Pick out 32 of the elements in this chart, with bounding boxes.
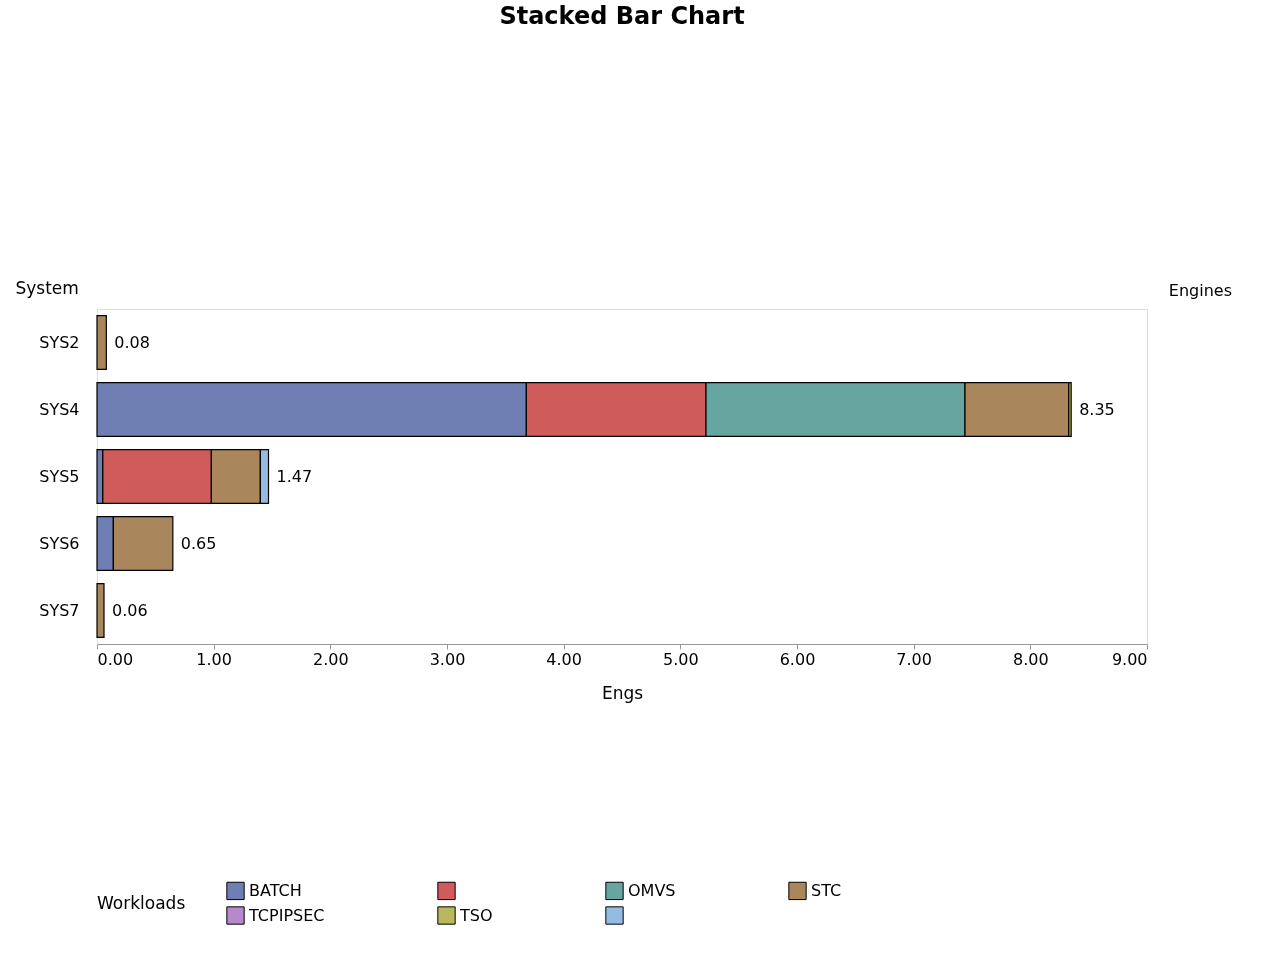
y-tick-label: SYS4 bbox=[39, 399, 80, 419]
total-label: 0.06 bbox=[112, 600, 148, 620]
bar bbox=[96, 583, 105, 638]
legend-label: TCPIPSEC bbox=[248, 905, 325, 925]
text: Engines bbox=[1168, 281, 1232, 300]
legend-label: OMVS bbox=[628, 880, 676, 900]
x-tick-label: 7.00 bbox=[896, 649, 932, 669]
x-tick-label: 6.00 bbox=[779, 649, 816, 669]
x-tick-label: 3.00 bbox=[429, 649, 466, 669]
y-tick-label: SYS7 bbox=[39, 600, 80, 620]
legend-title: Workloads bbox=[97, 893, 186, 913]
x-tick-label: 1.00 bbox=[196, 649, 232, 669]
y-tick-label: SYS5 bbox=[39, 466, 80, 486]
x-axis-title: Engs bbox=[601, 682, 644, 703]
chart-title: Stacked Bar Chart bbox=[499, 2, 745, 30]
total-label: 1.47 bbox=[276, 466, 313, 486]
x-tick-label: 8.00 bbox=[1013, 649, 1049, 669]
y-tick-label: SYS6 bbox=[39, 533, 80, 553]
x-tick-label: 0.00 bbox=[97, 649, 134, 669]
x-tick-label: 5.00 bbox=[663, 649, 699, 669]
x-tick-label: 9.00 bbox=[1111, 649, 1148, 669]
legend-label: STC bbox=[811, 880, 842, 900]
legend-label: BATCH bbox=[249, 880, 302, 900]
total-label: 0.65 bbox=[180, 533, 217, 553]
y-axis-title: System bbox=[15, 277, 79, 298]
total-label: 0.08 bbox=[114, 332, 150, 352]
total-label: 8.35 bbox=[1079, 399, 1115, 419]
x-tick-label: 2.00 bbox=[313, 649, 349, 669]
legend-label: TSO bbox=[459, 905, 493, 925]
bar bbox=[96, 315, 107, 370]
x-tick-label: 4.00 bbox=[546, 649, 582, 669]
y-tick-label: SYS2 bbox=[39, 332, 80, 352]
